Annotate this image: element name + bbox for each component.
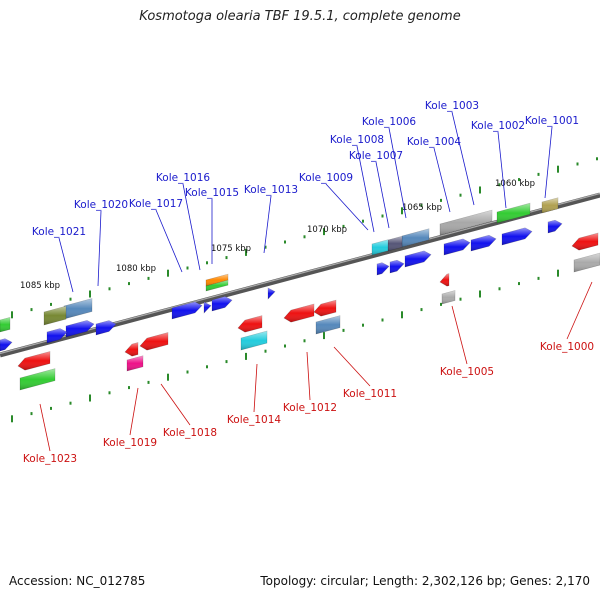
- gene-label-reverse: Kole_1023: [23, 453, 77, 465]
- gene-label-forward: Kole_1015: [185, 187, 239, 199]
- forward-gene-block-shade: [402, 228, 429, 247]
- gene-leader-line: [97, 210, 102, 287]
- gene-label-reverse: Kole_1011: [343, 388, 397, 400]
- reverse-gene-arrow-shade: [572, 233, 598, 251]
- gene-label-reverse: Kole_1012: [283, 402, 337, 414]
- reverse-gene-block-shade: [127, 355, 143, 371]
- forward-gene-arrow-shade: [204, 302, 211, 313]
- gene-label-reverse: Kole_1019: [103, 437, 157, 449]
- reverse-gene-block-shade: [241, 331, 267, 350]
- gene-leader-line: [356, 145, 375, 233]
- reverse-gene-arrow-shade: [314, 300, 336, 317]
- gene-leader-line: [253, 363, 258, 413]
- gene-leader-line: [566, 281, 593, 340]
- forward-gene-block-shade: [497, 203, 530, 223]
- reverse-gene-block-shade: [574, 253, 600, 272]
- reverse-gene-block-shade: [442, 290, 455, 304]
- reverse-gene-arrow-shade: [238, 315, 262, 333]
- forward-gene-arrow-shade: [444, 238, 470, 255]
- gene-leader-line: [160, 383, 191, 426]
- gene-label-forward: Kole_1006: [362, 116, 416, 128]
- accession-label: Accession: NC_012785: [9, 574, 146, 588]
- forward-gene-arrow-shade: [96, 320, 116, 335]
- gene-leader-line: [433, 147, 451, 213]
- gene-label-forward: Kole_1002: [471, 120, 525, 132]
- reverse-gene-block-shade: [20, 368, 55, 390]
- forward-gene-arrow-shade: [548, 220, 562, 233]
- gene-label-reverse: Kole_1005: [440, 366, 494, 378]
- gene-leader-line: [155, 209, 183, 273]
- gene-label-forward: Kole_1008: [330, 134, 384, 146]
- gene-label-forward: Kole_1004: [407, 136, 461, 148]
- gene-label-forward: Kole_1020: [74, 199, 128, 211]
- forward-gene-block-shade: [542, 197, 558, 213]
- gene-leader-line: [182, 183, 201, 271]
- forward-gene-arrow-shade: [66, 320, 94, 337]
- scale-label: 1065 kbp: [402, 203, 442, 213]
- gene-label-forward: Kole_1013: [244, 184, 298, 196]
- forward-gene-block-shade: [388, 236, 402, 251]
- scale-label: 1060 kbp: [495, 179, 535, 189]
- gene-leader-line: [388, 127, 407, 219]
- forward-gene-arrow-shade: [47, 328, 67, 343]
- reverse-gene-arrow-shade: [18, 351, 50, 371]
- gene-leader-line: [263, 195, 272, 254]
- gene-label-reverse: Kole_1014: [227, 414, 281, 426]
- gene-leader-line: [333, 346, 371, 387]
- genome-summary-label: Topology: circular; Length: 2,302,126 bp…: [260, 574, 590, 588]
- gene-leader-line: [497, 131, 507, 209]
- scale-label: 1085 kbp: [20, 281, 60, 291]
- gene-leader-line: [39, 403, 51, 452]
- forward-gene-block-shade: [440, 210, 492, 235]
- gene-label-forward: Kole_1017: [129, 198, 183, 210]
- forward-gene-arrow-shade: [172, 301, 202, 319]
- gene-leader-line: [58, 237, 74, 293]
- forward-gene-arrow-shade: [405, 250, 431, 267]
- gene-leader-line: [544, 126, 553, 199]
- forward-gene-block-shade: [0, 317, 10, 332]
- forward-gene-arrow-shade: [471, 235, 496, 251]
- scale-label: 1070 kbp: [307, 225, 347, 235]
- reverse-gene-arrow-shade: [140, 332, 168, 351]
- reverse-gene-arrow-shade: [440, 273, 449, 287]
- gene-label-forward: Kole_1009: [299, 172, 353, 184]
- gene-label-forward: Kole_1003: [425, 100, 479, 112]
- gene-leader-line: [451, 305, 468, 365]
- reverse-gene-block-shade: [316, 315, 340, 334]
- gene-leader-line: [451, 111, 475, 206]
- forward-gene-arrow-shade: [390, 260, 404, 273]
- gene-label-forward: Kole_1016: [156, 172, 210, 184]
- genome-title: Kosmotoga olearia TBF 19.5.1, complete g…: [139, 9, 461, 24]
- gene-leader-line: [325, 183, 369, 231]
- forward-gene-arrow-shade: [212, 296, 232, 311]
- gene-label-forward: Kole_1007: [349, 150, 403, 162]
- gene-label-forward: Kole_1001: [525, 115, 579, 127]
- gene-leader-line: [129, 387, 139, 436]
- forward-gene-block-shade: [372, 239, 388, 255]
- forward-gene-block-shade: [206, 274, 228, 286]
- forward-gene-arrow-shade: [502, 227, 532, 245]
- reverse-gene-arrow-shade: [125, 342, 138, 357]
- gene-label-reverse: Kole_1000: [540, 341, 594, 353]
- scale-label: 1080 kbp: [116, 264, 156, 274]
- reverse-gene-arrow-shade: [284, 303, 314, 323]
- forward-gene-block-shade: [44, 306, 66, 325]
- gene-label-forward: Kole_1021: [32, 226, 86, 238]
- forward-gene-arrow-shade: [0, 338, 12, 351]
- gene-label-reverse: Kole_1018: [163, 427, 217, 439]
- gene-leader-line: [375, 161, 390, 229]
- gene-leader-line: [306, 351, 311, 401]
- forward-gene-arrow-shade: [377, 262, 389, 275]
- forward-gene-block-shade: [206, 280, 228, 291]
- scale-label: 1075 kbp: [211, 244, 251, 254]
- forward-gene-block-shade: [64, 298, 92, 319]
- forward-gene-arrow-shade: [268, 288, 275, 299]
